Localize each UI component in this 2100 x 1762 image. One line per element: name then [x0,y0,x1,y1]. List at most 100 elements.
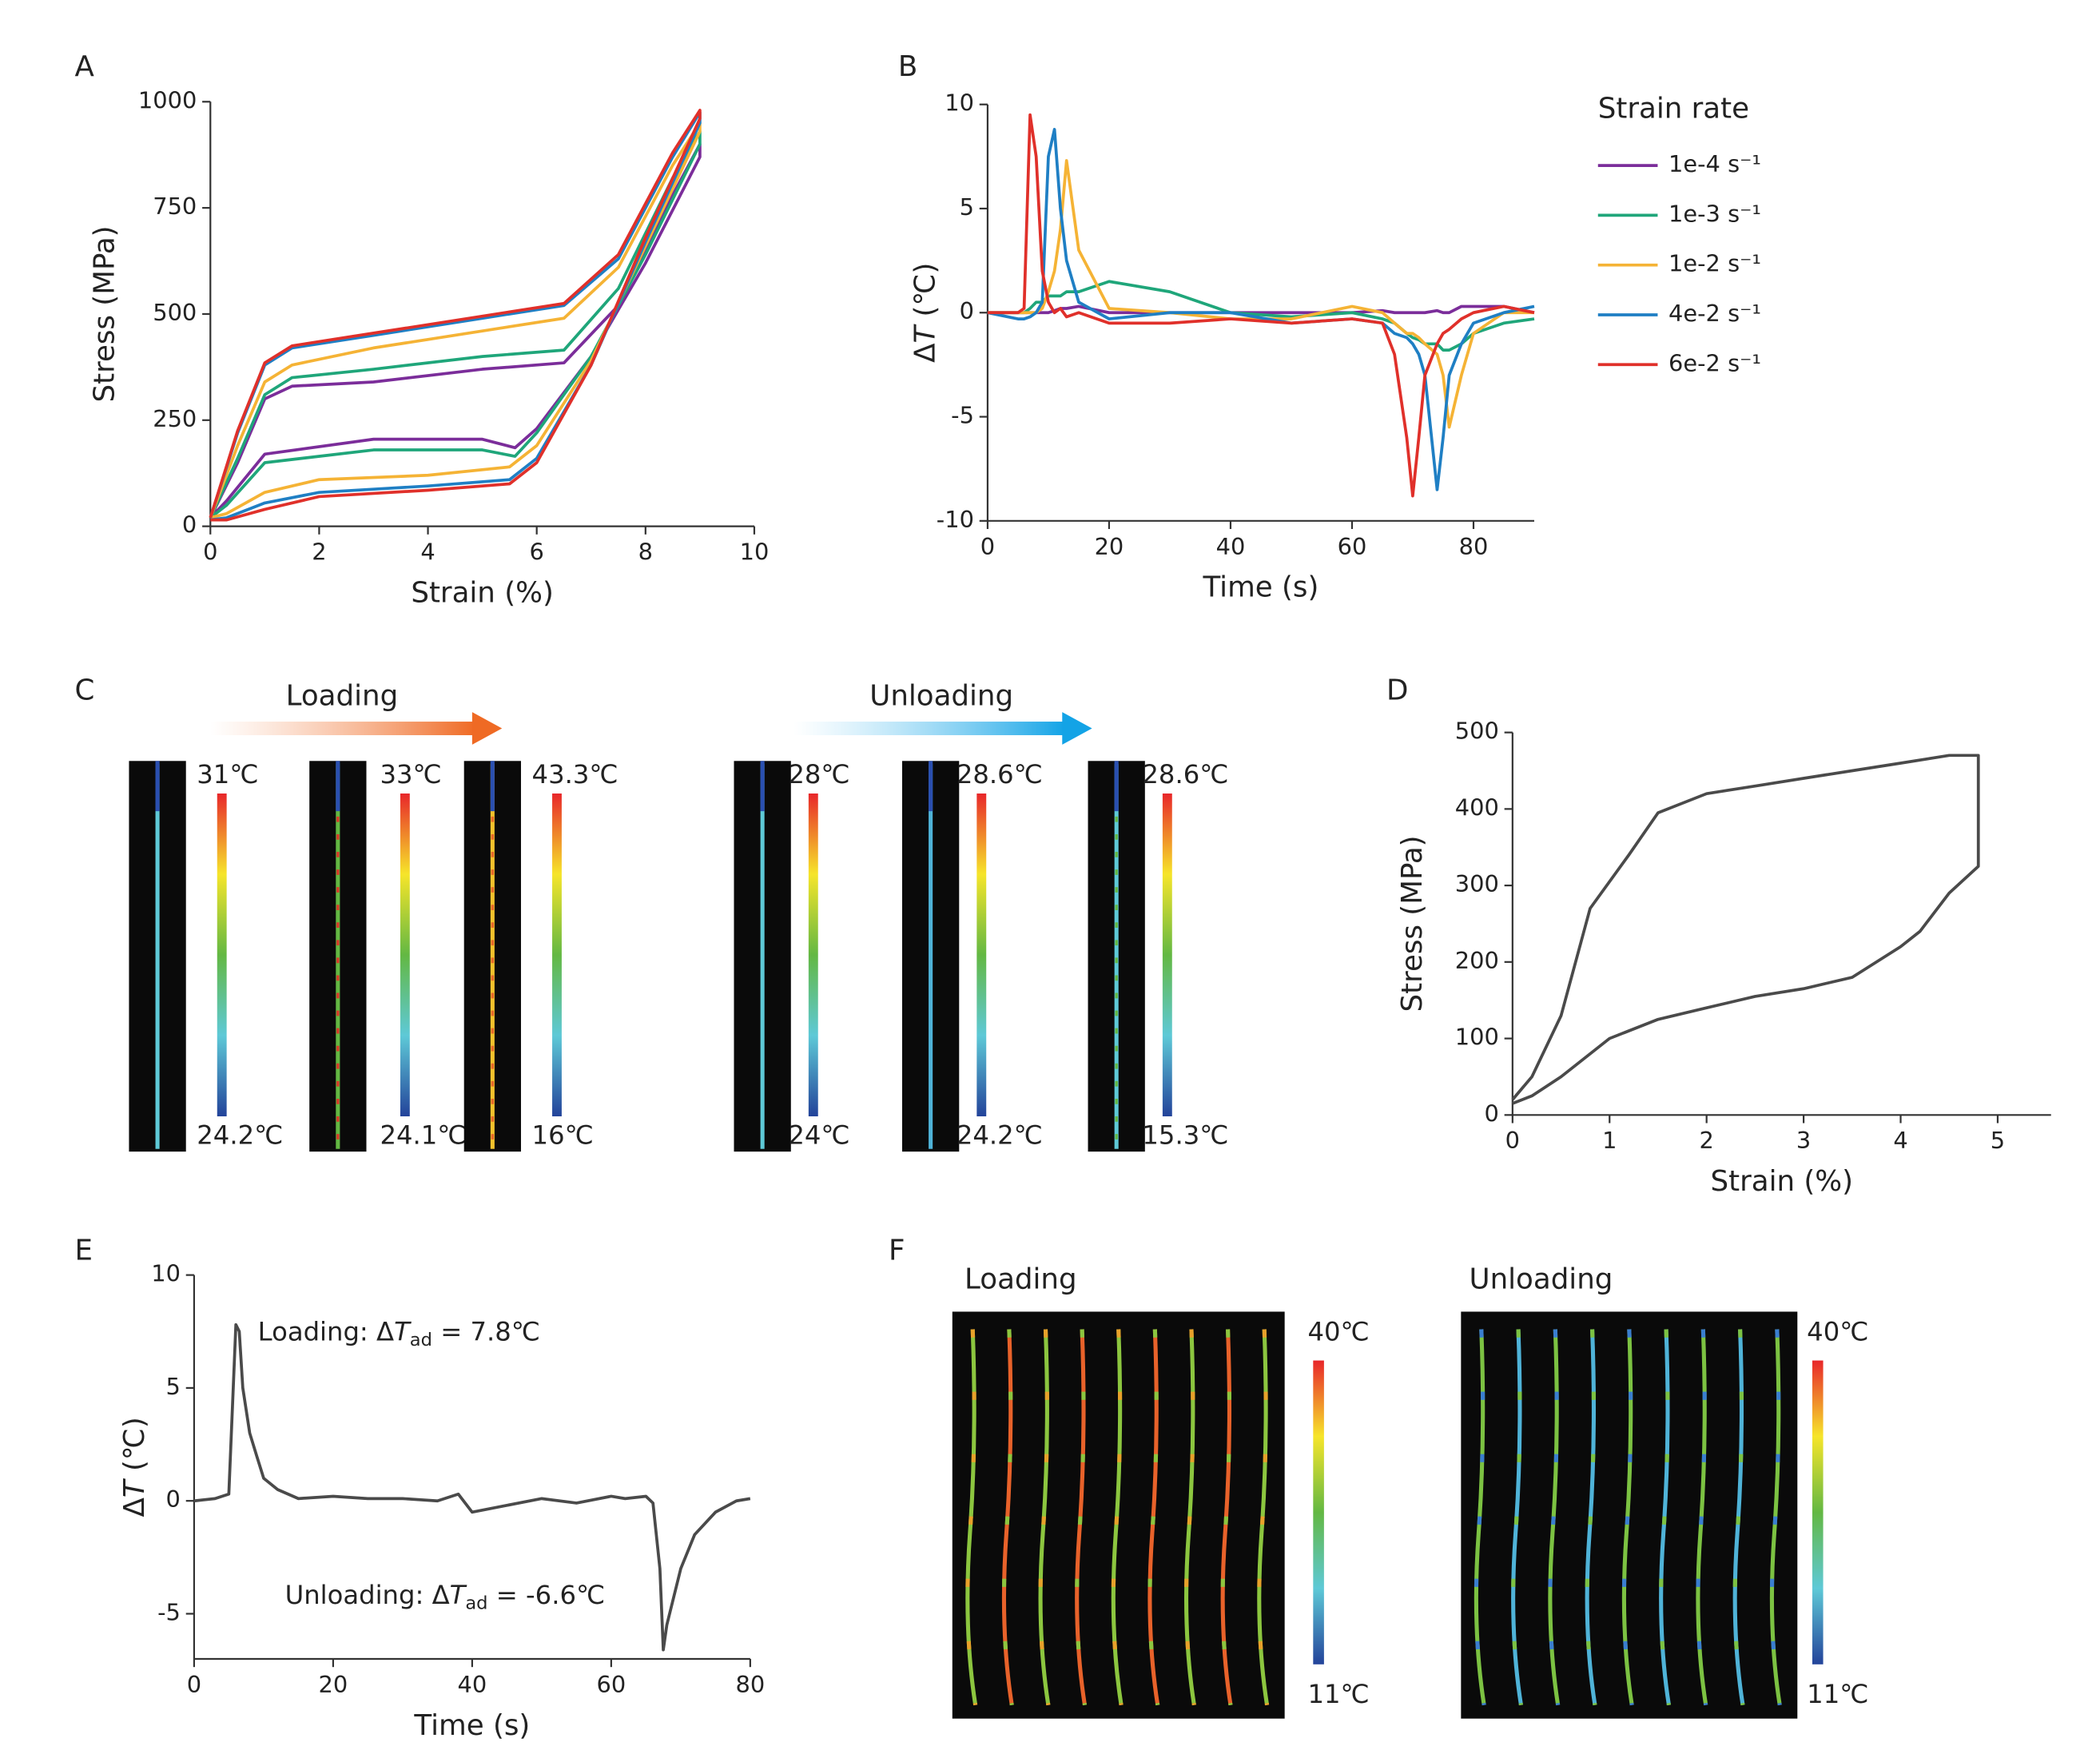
x-tick-label: 80 [736,1671,766,1698]
colorbar-min: 24.1℃ [380,1120,466,1150]
data-line [209,121,702,519]
y-tick-label: 250 [153,405,197,432]
annotation-part: ad [410,1330,432,1350]
colorbar-max: 28℃ [788,759,849,790]
y-axis-label-part: (℃) [118,1417,151,1480]
x-tick-label: 40 [1216,533,1246,560]
y-axis-label-part: Δ [909,343,942,363]
specimen-spot [1585,1329,1597,1706]
colorbar-min: 11℃ [1807,1679,1868,1709]
image-title: Unloading [1470,1263,1613,1295]
panel-label: E [75,1235,93,1267]
y-tick-label: 400 [1455,793,1499,821]
colorbar [1812,1360,1824,1665]
y-axis-label-part: Δ [118,1497,151,1517]
x-tick-label: 20 [319,1671,348,1698]
specimen-spot [1474,1329,1486,1706]
x-tick-label: 1 [1602,1127,1617,1154]
specimen-spot [1696,1329,1708,1706]
specimen-spot [965,1329,978,1706]
legend-label: 4e-2 s⁻¹ [1668,300,1761,327]
x-tick-label: 0 [203,539,217,566]
x-tick-label: 2 [312,539,326,566]
colorbar-min: 24.2℃ [957,1120,1043,1150]
y-tick-label: 5 [960,193,974,221]
y-tick-label: 750 [153,193,197,220]
y-tick-label: -5 [951,402,974,429]
x-tick-label: 5 [1991,1127,2005,1154]
annotation: Unloading: ΔTad = -6.6℃ [285,1580,606,1613]
x-tick-label: 4 [420,539,435,566]
x-tick-label: 60 [1338,533,1367,560]
colorbar-min: 24℃ [788,1120,849,1150]
specimen-spot [1075,1329,1088,1706]
colorbar-max: 40℃ [1308,1317,1370,1347]
data-line [209,109,702,522]
colorbar [1162,793,1172,1117]
x-tick-label: 0 [187,1671,201,1698]
specimen-spot [1184,1329,1196,1706]
y-tick-label: 0 [166,1486,181,1513]
colorbar [552,793,562,1117]
panel-label: F [889,1235,905,1267]
data-line [1511,754,1980,1105]
specimen-spot [1621,1329,1634,1706]
colorbar-min: 11℃ [1308,1679,1370,1709]
x-tick-label: 20 [1095,533,1124,560]
y-tick-label: 5 [166,1373,181,1400]
data-line [193,1322,751,1652]
group-title: Loading [286,679,399,712]
annotation-part: T [450,1580,467,1610]
data-line [987,304,1535,315]
arrow-body [210,722,475,736]
arrow-head [471,712,503,745]
y-tick-label: 1000 [138,86,197,113]
specimen-spot [1511,1329,1523,1706]
legend-title: Strain rate [1598,92,1749,125]
specimen-spot [1257,1329,1270,1706]
y-tick-label: -10 [937,506,974,533]
colorbar-max: 28.6℃ [957,759,1043,790]
data-line [987,280,1535,352]
data-line [209,110,702,522]
x-tick-label: 8 [638,539,653,566]
y-axis-label: ΔT (℃) [118,1417,151,1517]
panel-label: C [75,674,95,707]
x-tick-label: 60 [597,1671,626,1698]
colorbar-max: 31℃ [197,759,258,790]
x-axis-label: Strain (%) [411,576,554,609]
arrow-head [1062,712,1092,745]
specimen-spot [1220,1329,1233,1706]
specimen-spot [1111,1329,1124,1706]
specimen-spot [1769,1329,1782,1706]
y-tick-label: 10 [151,1260,181,1287]
colorbar-max: 43.3℃ [532,759,618,790]
legend-label: 6e-2 s⁻¹ [1668,349,1761,376]
colorbar-max: 40℃ [1807,1317,1868,1347]
group-title: Unloading [869,679,1013,712]
legend-label: 1e-2 s⁻¹ [1668,250,1761,277]
y-tick-label: 500 [153,299,197,326]
y-axis-label-part: T [909,324,942,344]
legend-label: 1e-3 s⁻¹ [1668,200,1761,227]
data-line [987,159,1534,429]
data-line [987,113,1535,498]
data-line [209,129,702,519]
colorbar [808,793,818,1117]
y-tick-label: 10 [945,89,974,117]
colorbar [976,793,987,1117]
x-axis-label: Time (s) [413,1709,530,1742]
colorbar-max: 33℃ [380,759,441,790]
x-tick-label: 0 [1505,1127,1520,1154]
x-tick-label: 6 [530,539,544,566]
colorbar-min: 15.3℃ [1142,1120,1228,1150]
colorbar [400,793,410,1117]
y-axis-label: Stress (MPa) [89,225,121,402]
y-tick-label: 0 [182,511,197,539]
x-tick-label: 40 [458,1671,487,1698]
annotation-part: T [394,1317,412,1347]
x-tick-label: 4 [1893,1127,1907,1154]
y-axis-label-part: T [118,1478,151,1498]
x-axis-label: Strain (%) [1711,1165,1854,1198]
